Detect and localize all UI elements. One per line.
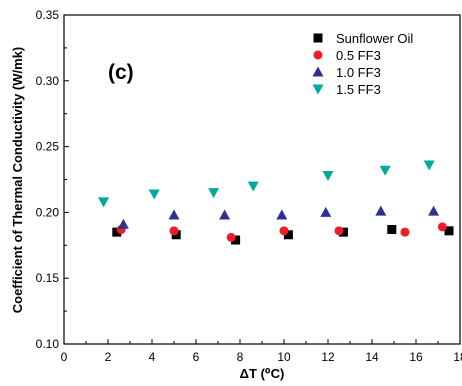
y-tick-label: 0.10 xyxy=(36,337,60,351)
data-point xyxy=(171,230,181,240)
legend-marker xyxy=(313,50,323,60)
data-point xyxy=(148,189,160,200)
data-point xyxy=(117,218,129,229)
legend-marker xyxy=(313,33,323,43)
y-axis-ticks: 0.10 0.15 0.20 0.25 0.30 0.35 xyxy=(36,8,69,351)
data-point xyxy=(283,230,293,240)
x-tick-label: 14 xyxy=(365,350,379,364)
legend-label: Sunflower Oil xyxy=(336,31,413,46)
data-points xyxy=(98,160,454,245)
x-axis-title: ΔT (⁰C) xyxy=(240,366,285,381)
y-tick-label: 0.15 xyxy=(36,271,60,285)
legend-marker xyxy=(312,84,324,95)
data-point xyxy=(379,165,391,176)
data-point xyxy=(437,222,447,232)
legend-label: 0.5 FF3 xyxy=(336,48,381,63)
data-point xyxy=(226,232,236,242)
x-tick-label: 4 xyxy=(149,350,156,364)
y-tick-label: 0.20 xyxy=(36,205,60,219)
data-point xyxy=(208,188,220,199)
panel-label: (c) xyxy=(108,61,134,84)
data-point xyxy=(169,226,179,236)
data-point xyxy=(400,227,410,237)
data-point xyxy=(112,227,122,237)
x-tick-label: 6 xyxy=(193,350,200,364)
x-tick-label: 0 xyxy=(61,350,68,364)
data-point xyxy=(338,227,348,237)
x-axis-ticks: 0 2 4 6 8 10 12 14 16 18 xyxy=(61,339,462,364)
data-point xyxy=(279,226,289,236)
data-point xyxy=(428,205,440,216)
data-point xyxy=(231,235,241,245)
y-axis-title: Coefficient of Thermal Conductivity (W/m… xyxy=(10,47,25,314)
legend-label: 1.5 FF3 xyxy=(336,82,381,97)
x-tick-label: 12 xyxy=(321,350,335,364)
legend-label: 1.0 FF3 xyxy=(336,65,381,80)
data-point xyxy=(322,171,334,182)
legend-marker xyxy=(312,66,324,77)
x-tick-label: 16 xyxy=(409,350,423,364)
data-point xyxy=(334,226,344,236)
x-tick-label: 8 xyxy=(237,350,244,364)
y-tick-label: 0.25 xyxy=(36,140,60,154)
data-point xyxy=(247,181,259,192)
x-tick-label: 2 xyxy=(105,350,112,364)
data-point xyxy=(276,209,288,220)
data-point xyxy=(423,160,435,171)
data-point xyxy=(98,197,110,208)
data-point xyxy=(375,205,387,216)
legend: Sunflower Oil 0.5 FF3 1.0 FF3 1.5 FF3 xyxy=(312,31,413,97)
data-point xyxy=(168,209,180,220)
data-point xyxy=(320,206,332,217)
data-point xyxy=(444,226,454,236)
x-tick-label: 18 xyxy=(453,350,462,364)
data-point xyxy=(219,209,231,220)
x-tick-label: 10 xyxy=(277,350,291,364)
y-tick-label: 0.30 xyxy=(36,74,60,88)
data-point xyxy=(387,225,397,235)
y-tick-label: 0.35 xyxy=(36,8,60,22)
